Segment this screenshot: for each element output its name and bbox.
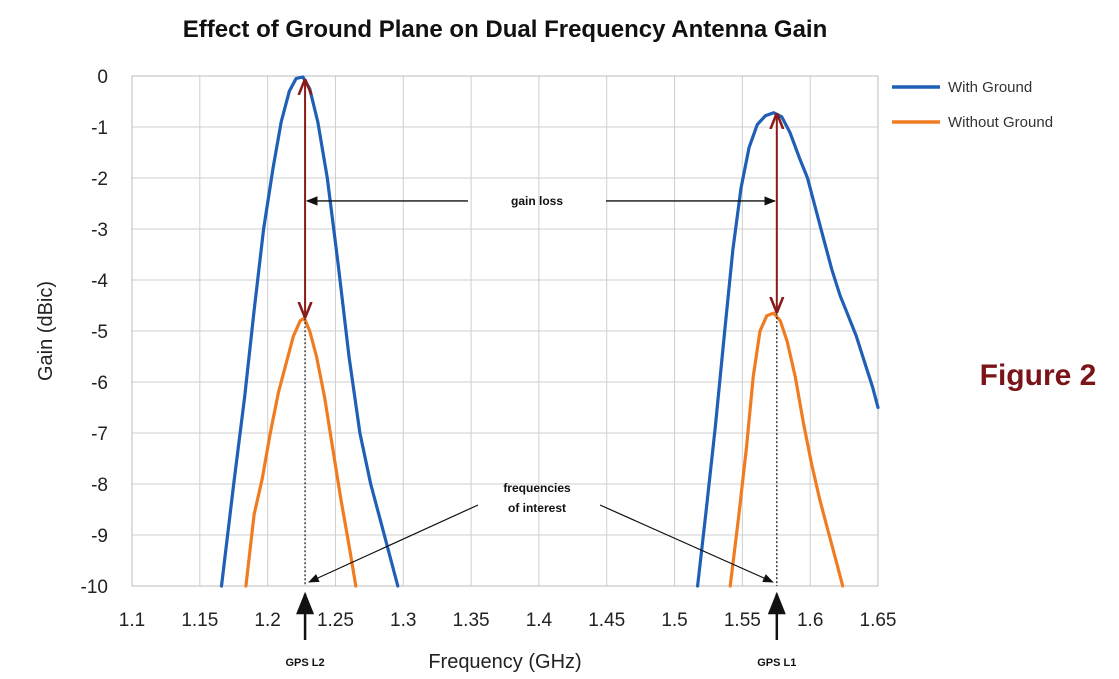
x-tick-label: 1.2: [254, 610, 280, 631]
x-tick-label: 1.5: [661, 610, 687, 631]
y-tick-label: 0: [97, 67, 108, 88]
y-tick-label: -6: [91, 373, 108, 394]
chart-title: Effect of Ground Plane on Dual Frequency…: [183, 16, 828, 43]
grid-lines: [131, 75, 879, 587]
frequencies-label-line2: of interest: [508, 501, 566, 515]
x-tick-label: 1.6: [797, 610, 823, 631]
marker-label-gps-l2: GPS L2: [286, 657, 325, 669]
legend-label-without-ground: Without Ground: [948, 114, 1053, 131]
y-tick-label: -5: [91, 322, 108, 343]
annotations: GPS L2 GPS L1 gain loss frequencies of inter…: [286, 81, 796, 669]
y-axis-title: Gain (dBic): [35, 281, 57, 381]
x-tick-label: 1.55: [724, 610, 761, 631]
series-line-without-ground: [244, 311, 845, 588]
legend: With Ground Without Ground: [892, 79, 1053, 131]
frequencies-label-line1: frequencies: [503, 481, 571, 495]
y-tick-label: -8: [91, 475, 108, 496]
x-tick-label: 1.15: [181, 610, 218, 631]
x-tick-label: 1.35: [453, 610, 490, 631]
marker-label-gps-l1: GPS L1: [757, 657, 796, 669]
x-tick-label: 1.25: [317, 610, 354, 631]
y-tick-label: -1: [91, 118, 108, 139]
frequencies-pointer-left: [308, 504, 479, 583]
y-tick-label: -10: [81, 577, 108, 598]
x-tick-label: 1.1: [119, 610, 145, 631]
y-tick-label: -2: [91, 169, 108, 190]
y-tick-label: -3: [91, 220, 108, 241]
x-tick-label: 1.45: [588, 610, 625, 631]
gain-loss-label: gain loss: [511, 194, 563, 208]
figure-label: Figure 2: [980, 359, 1097, 392]
plot-frame: [131, 75, 879, 587]
y-tick-label: -7: [91, 424, 108, 445]
x-tick-label: 1.3: [390, 610, 416, 631]
x-tick-label: 1.4: [526, 610, 553, 631]
frequencies-pointer-right: [599, 504, 774, 583]
y-tick-labels: 0 -1 -2 -3 -4 -5 -6 -7 -8 -9 -10: [81, 67, 109, 598]
x-axis-title: Frequency (GHz): [428, 651, 581, 673]
x-tick-labels: 1.1 1.15 1.2 1.25 1.3 1.35 1.4 1.45 1.5 1.55 1.6 1.…: [119, 610, 897, 631]
x-tick-label: 1.65: [860, 610, 897, 631]
legend-label-with-ground: With Ground: [948, 79, 1032, 96]
y-tick-label: -4: [91, 271, 108, 292]
y-tick-label: -9: [91, 526, 108, 547]
